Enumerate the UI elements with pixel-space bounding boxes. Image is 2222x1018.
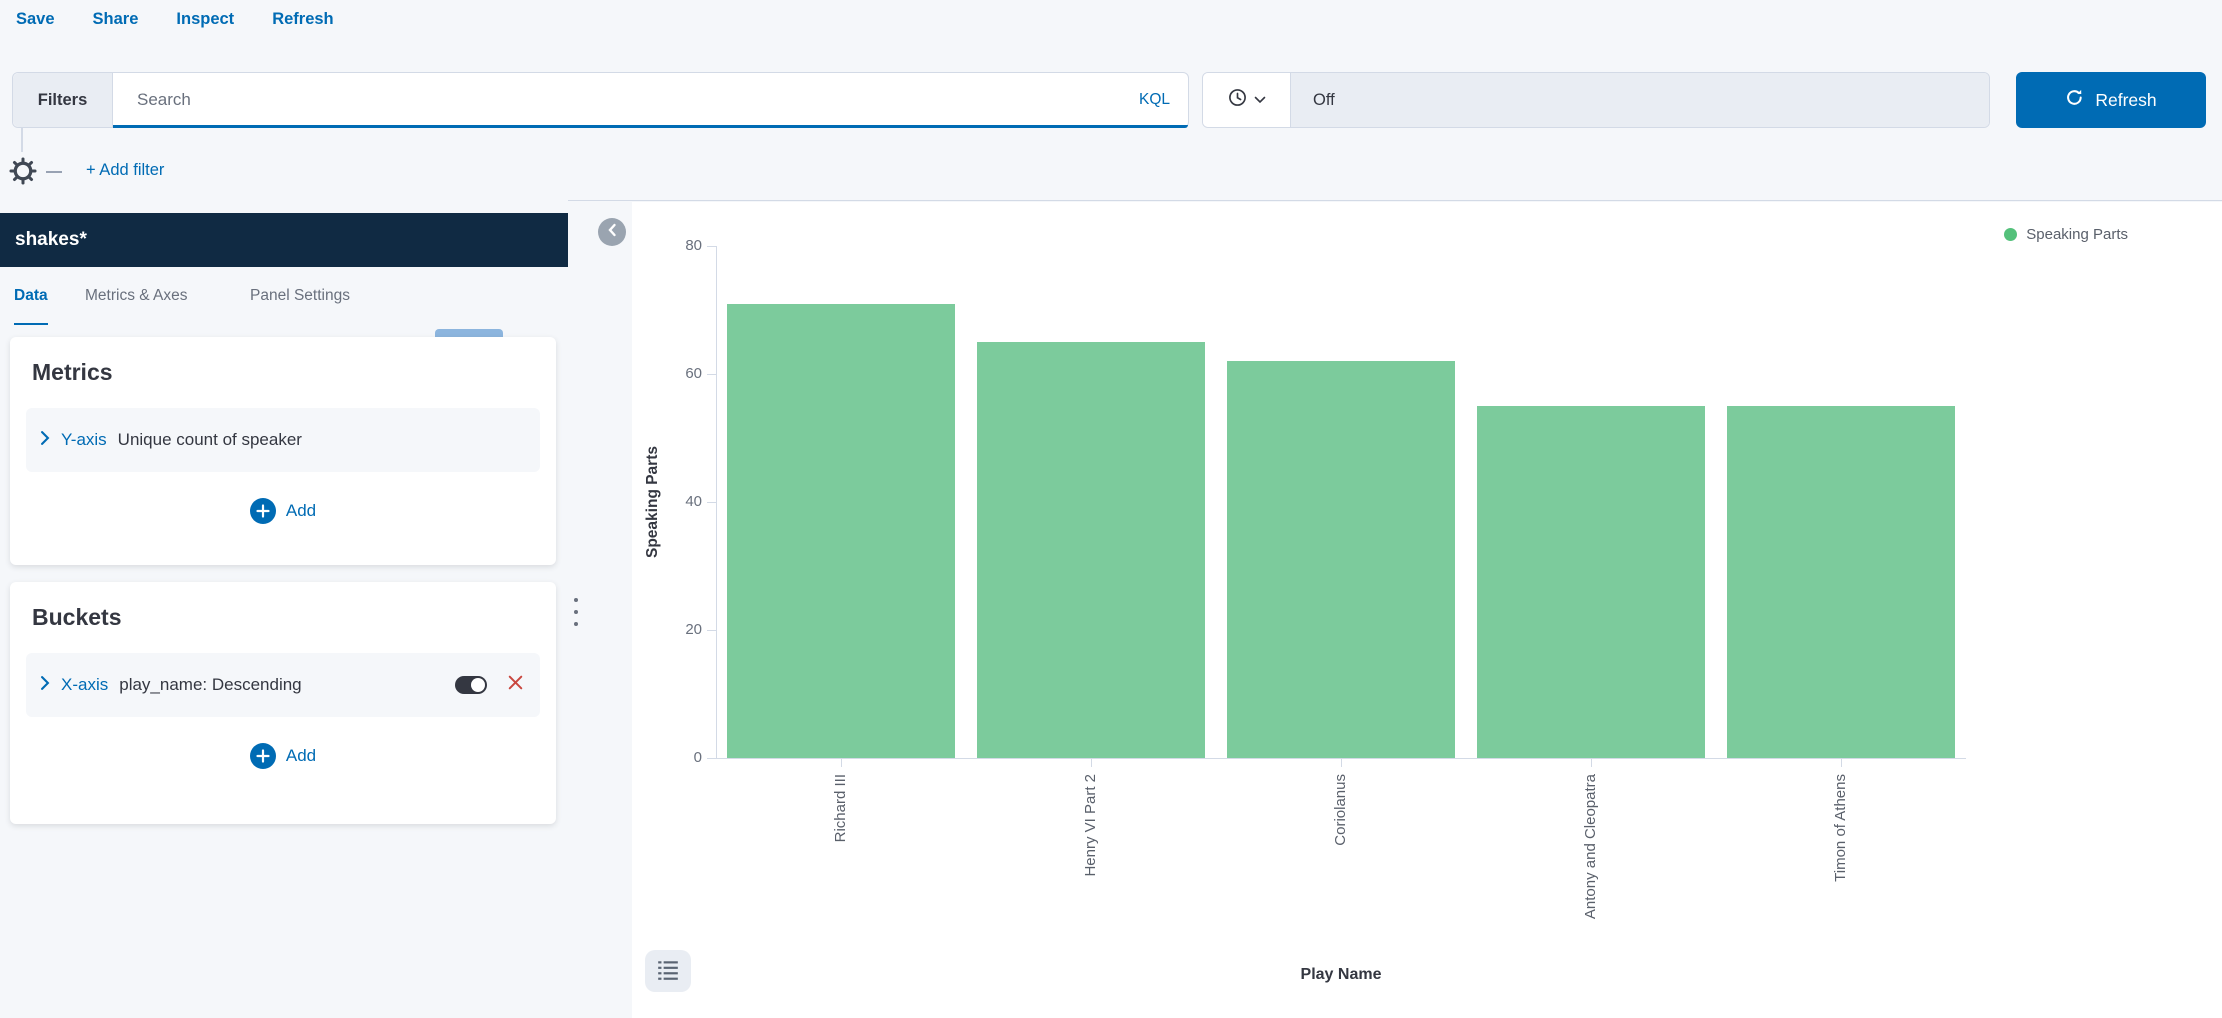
tab-data[interactable]: Data [14, 267, 48, 325]
time-picker: Off [1202, 72, 1990, 128]
share-button[interactable]: Share [92, 10, 139, 28]
bar-antony-and-cleopatra[interactable] [1477, 406, 1705, 758]
buckets-card: Buckets X-axis play_name: Descending [10, 582, 556, 824]
bar-henry-vi-part-2[interactable] [977, 342, 1205, 758]
chevron-right-icon [40, 430, 50, 450]
clock-icon [1228, 88, 1247, 112]
y-tick-mark [707, 502, 716, 503]
metric-agg-row[interactable]: Y-axis Unique count of speaker [26, 408, 540, 472]
filter-connector-line [21, 128, 23, 152]
filter-settings-gear-icon[interactable] [8, 156, 38, 186]
index-pattern-name: shakes* [15, 229, 87, 250]
x-tick-mark [841, 759, 842, 767]
separator-dash [46, 171, 62, 173]
y-tick-mark [707, 630, 716, 631]
filters-button[interactable]: Filters [13, 73, 113, 127]
delete-agg-icon[interactable] [505, 672, 526, 698]
top-nav: Save Share Inspect Refresh [16, 10, 334, 29]
search-input[interactable] [113, 73, 1139, 127]
y-tick-label: 60 [685, 365, 702, 382]
bar-coriolanus[interactable] [1227, 361, 1455, 758]
buckets-title: Buckets [32, 604, 122, 630]
x-axis-category-label: Timon of Athens [1832, 774, 1849, 882]
kql-button[interactable]: KQL [1138, 91, 1170, 108]
refresh-link[interactable]: Refresh [272, 10, 334, 28]
x-axis-line [716, 758, 1966, 759]
y-tick-label: 0 [693, 749, 702, 766]
add-metric-button[interactable]: Add [26, 498, 540, 524]
bucket-description: play_name: Descending [119, 675, 302, 694]
refresh-interval-display[interactable]: Off [1291, 73, 1989, 127]
add-metric-label: Add [285, 501, 317, 520]
add-filter-button[interactable]: + Add filter [86, 161, 165, 179]
chevron-down-icon [1254, 91, 1266, 109]
y-tick-mark [707, 374, 716, 375]
bucket-row-actions [455, 672, 526, 698]
x-tick-mark [1591, 759, 1592, 767]
values-list-icon [656, 958, 680, 985]
legend-label: Speaking Parts [2026, 226, 2128, 243]
refresh-icon [2065, 88, 2084, 112]
x-axis-category-label: Henry VI Part 2 [1082, 774, 1099, 877]
add-bucket-button[interactable]: Add [26, 743, 540, 769]
query-focus-underline [113, 125, 1188, 128]
x-axis-category-label: Richard III [832, 774, 849, 843]
legend-item[interactable]: Speaking Parts [2004, 226, 2128, 243]
toggle-knob [471, 678, 485, 692]
add-bucket-label: Add [285, 746, 317, 765]
refresh-button-label: Refresh [2095, 89, 2157, 110]
chart-panel: Speaking Parts Speaking Parts 0 20 40 60 80 R… [632, 202, 2222, 1018]
sidebar-resize-handle[interactable] [574, 598, 578, 626]
x-axis-title: Play Name [1300, 966, 1382, 983]
bar-timon-of-athens[interactable] [1727, 406, 1955, 758]
values-list-button[interactable] [645, 950, 691, 992]
plus-icon [249, 498, 276, 524]
tab-metrics-and-axes[interactable]: Metrics & Axes [85, 287, 188, 304]
legend-swatch [2004, 228, 2018, 241]
query-bar: Filters KQL [12, 72, 1189, 128]
bucket-axis-label: X-axis [61, 675, 109, 694]
refresh-button[interactable]: Refresh [2016, 72, 2206, 128]
y-tick-mark [707, 758, 716, 759]
y-tick-label: 80 [685, 237, 702, 254]
header-divider [0, 200, 2222, 201]
index-pattern-header: shakes* [0, 213, 568, 267]
tab-panel-settings[interactable]: Panel Settings [250, 287, 350, 304]
y-tick-label: 20 [685, 621, 702, 638]
x-tick-mark [1341, 759, 1342, 767]
x-axis-category-label: Antony and Cleopatra [1582, 774, 1599, 920]
editor-tabs: Data Metrics & Axes Panel Settings [0, 267, 568, 379]
disable-agg-toggle[interactable] [455, 676, 487, 694]
inspect-button[interactable]: Inspect [176, 10, 235, 28]
bar-richard-iii[interactable] [727, 303, 955, 758]
metric-description: Unique count of speaker [117, 430, 302, 449]
chevron-left-icon [606, 223, 618, 242]
plus-icon [249, 743, 276, 769]
vis-editor-sidebar: shakes* Data Metrics & Axes Panel Settin… [0, 200, 568, 1018]
time-quick-select-button[interactable] [1203, 73, 1291, 127]
x-axis-category-label: Coriolanus [1332, 774, 1349, 846]
metrics-card: Metrics Y-axis Unique count of speaker A… [10, 337, 556, 565]
metrics-title: Metrics [32, 359, 113, 385]
y-tick-mark [707, 246, 716, 247]
x-tick-mark [1091, 759, 1092, 767]
y-axis-line [716, 246, 717, 759]
chevron-right-icon [40, 675, 50, 695]
y-tick-label: 40 [685, 493, 702, 510]
metric-axis-label: Y-axis [61, 430, 107, 449]
bucket-agg-row[interactable]: X-axis play_name: Descending [26, 653, 540, 717]
collapse-sidebar-button[interactable] [598, 218, 626, 246]
x-tick-mark [1841, 759, 1842, 767]
save-button[interactable]: Save [16, 10, 55, 28]
